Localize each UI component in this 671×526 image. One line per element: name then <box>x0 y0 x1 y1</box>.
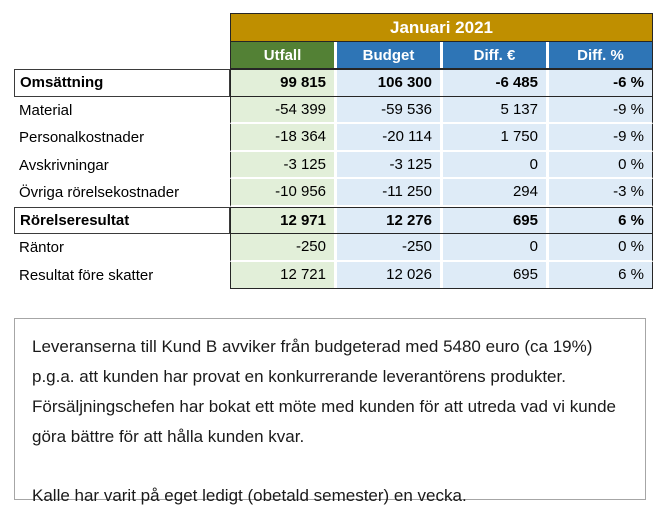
cell-diff-pct: 6 % <box>549 261 652 288</box>
cell-diff-pct: -6 % <box>549 70 652 96</box>
row-label: Personalkostnader <box>14 124 230 152</box>
cell-utfall: -54 399 <box>231 96 334 122</box>
table-row-omsattning: Omsättning 99 815 106 300 -6 485 -6 % <box>14 69 653 97</box>
cell-diff-eur: 695 <box>443 261 546 288</box>
cell-utfall: 99 815 <box>231 70 334 96</box>
cell-diff-eur: 294 <box>443 179 546 205</box>
cell-diff-pct: 0 % <box>549 234 652 260</box>
column-header-budget: Budget <box>337 42 440 68</box>
cell-diff-eur: 1 750 <box>443 124 546 150</box>
cell-utfall: -250 <box>231 234 334 260</box>
cell-budget: -11 250 <box>337 179 440 205</box>
row-label: Material <box>14 96 230 124</box>
banner-spacer <box>14 13 230 42</box>
comment-paragraph-2: Kalle har varit på eget ledigt (obetald … <box>32 486 467 505</box>
cell-diff-pct: -3 % <box>549 179 652 205</box>
cell-budget: -59 536 <box>337 96 440 122</box>
row-label: Resultat före skatter <box>14 261 230 289</box>
cell-utfall: 12 971 <box>231 207 334 233</box>
row-label: Rörelseresultat <box>14 206 230 234</box>
cell-budget: -250 <box>337 234 440 260</box>
cell-diff-pct: 6 % <box>549 207 652 233</box>
cell-diff-pct: -9 % <box>549 96 652 122</box>
cell-budget: 106 300 <box>337 70 440 96</box>
table-row-avskrivningar: Avskrivningar -3 125 -3 125 0 0 % <box>14 151 653 179</box>
table-row-material: Material -54 399 -59 536 5 137 -9 % <box>14 96 653 124</box>
cell-diff-eur: 695 <box>443 207 546 233</box>
cell-utfall: -18 364 <box>231 124 334 150</box>
table-header-row: Utfall Budget Diff. € Diff. % <box>14 42 653 69</box>
column-header-utfall: Utfall <box>231 42 334 68</box>
cell-diff-eur: 0 <box>443 234 546 260</box>
comment-box: Leveranserna till Kund B avviker från bu… <box>14 318 646 505</box>
row-label: Övriga rörelsekostnader <box>14 179 230 207</box>
cell-budget: 12 026 <box>337 261 440 288</box>
cell-utfall: -3 125 <box>231 151 334 177</box>
row-label: Avskrivningar <box>14 151 230 179</box>
column-header-diff-eur: Diff. € <box>443 42 546 68</box>
period-title: Januari 2021 <box>230 13 653 42</box>
cell-diff-eur: 0 <box>443 151 546 177</box>
column-header-diff-pct: Diff. % <box>549 42 652 68</box>
cell-utfall: -10 956 <box>231 179 334 205</box>
cell-diff-eur: 5 137 <box>443 96 546 122</box>
cell-budget: -20 114 <box>337 124 440 150</box>
cell-budget: 12 276 <box>337 207 440 233</box>
header-spacer <box>14 42 230 69</box>
table-row-rorelseresultat: Rörelseresultat 12 971 12 276 695 6 % <box>14 206 653 234</box>
table-row-resultat-fore-skatter: Resultat före skatter 12 721 12 026 695 … <box>14 261 653 289</box>
row-label: Räntor <box>14 234 230 262</box>
comment-paragraph-1: Leveranserna till Kund B avviker från bu… <box>32 337 617 446</box>
table-row-rantor: Räntor -250 -250 0 0 % <box>14 234 653 262</box>
table-row-personalkostnader: Personalkostnader -18 364 -20 114 1 750 … <box>14 124 653 152</box>
cell-diff-pct: -9 % <box>549 124 652 150</box>
row-label: Omsättning <box>14 69 230 97</box>
monthly-result-table: Januari 2021 Utfall Budget Diff. € Diff.… <box>14 13 653 289</box>
table-banner-row: Januari 2021 <box>14 13 653 42</box>
cell-utfall: 12 721 <box>231 261 334 288</box>
cell-budget: -3 125 <box>337 151 440 177</box>
cell-diff-pct: 0 % <box>549 151 652 177</box>
cell-diff-eur: -6 485 <box>443 70 546 96</box>
table-row-ovriga-rorelsekostnader: Övriga rörelsekostnader -10 956 -11 250 … <box>14 179 653 207</box>
